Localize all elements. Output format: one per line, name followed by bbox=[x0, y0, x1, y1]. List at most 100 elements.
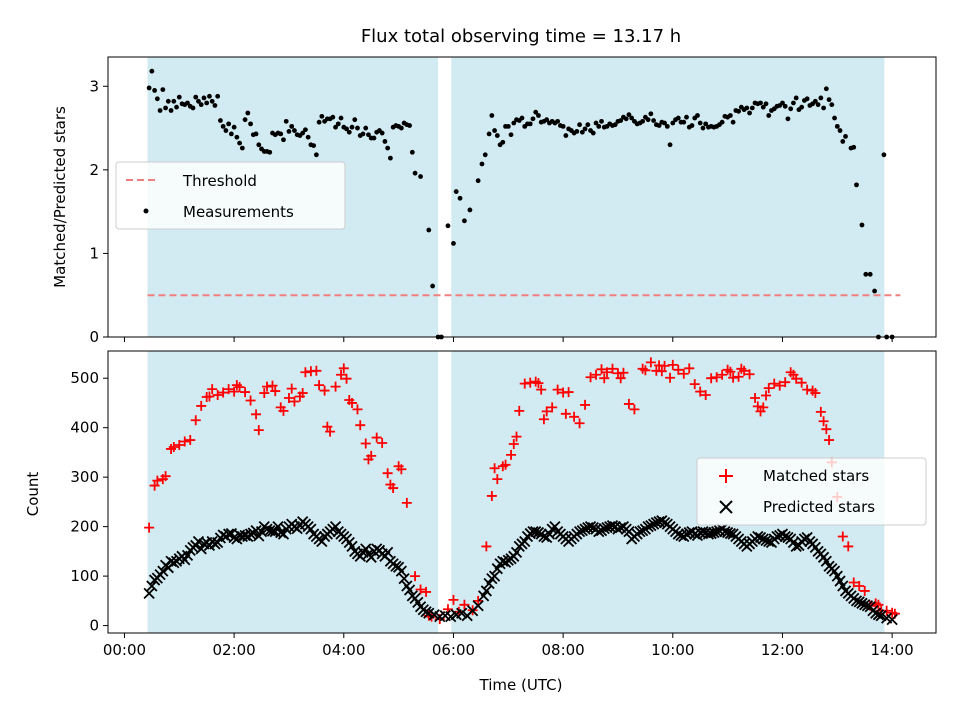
matched-star-point bbox=[283, 393, 294, 403]
matched-star-point bbox=[774, 380, 785, 391]
y-tick-label: 300 bbox=[70, 468, 99, 486]
measurement-point bbox=[300, 130, 306, 136]
bottom-axes-frame bbox=[107, 350, 937, 634]
measurement-point bbox=[577, 122, 582, 128]
matched-star-point bbox=[366, 450, 377, 461]
measurement-point bbox=[352, 117, 358, 123]
matched-star-point bbox=[152, 475, 163, 486]
measurement-point bbox=[311, 143, 317, 148]
predicted-star-point bbox=[584, 520, 597, 533]
predicted-star-point bbox=[143, 587, 155, 600]
measurement-point bbox=[430, 283, 436, 289]
matched-star-point bbox=[388, 483, 399, 494]
measurement-point bbox=[212, 103, 218, 108]
measurement-point bbox=[533, 109, 539, 115]
y-tick-label: 0 bbox=[89, 617, 99, 635]
measurement-point bbox=[500, 139, 506, 145]
measurement-point bbox=[791, 100, 796, 106]
matched-legend-label: Matched stars bbox=[763, 467, 869, 485]
matched-star-point bbox=[761, 390, 772, 401]
measurement-point bbox=[596, 123, 602, 129]
measurement-point bbox=[695, 113, 700, 118]
measurement-point bbox=[744, 105, 750, 111]
matched-star-point bbox=[569, 411, 580, 422]
matched-star-point bbox=[695, 386, 706, 397]
matched-star-point bbox=[259, 388, 270, 399]
predicted-star-point bbox=[886, 614, 898, 626]
measurement-point bbox=[486, 131, 492, 137]
measurement-point bbox=[747, 110, 752, 116]
matched-star-point bbox=[168, 441, 179, 452]
measurement-point bbox=[176, 94, 182, 100]
matched-star-point bbox=[508, 439, 519, 450]
y-tick-label: 400 bbox=[70, 419, 99, 437]
measurement-point bbox=[763, 101, 769, 107]
measurement-point bbox=[283, 118, 289, 124]
matched-star-point bbox=[538, 414, 549, 425]
matched-star-point bbox=[769, 378, 780, 389]
measurement-point bbox=[697, 120, 703, 126]
measurement-point bbox=[684, 114, 689, 120]
matched-star-point bbox=[684, 363, 695, 374]
measurement-point bbox=[330, 114, 336, 120]
measurement-point bbox=[344, 126, 349, 132]
measurement-point bbox=[149, 68, 155, 74]
matched-star-point bbox=[347, 397, 358, 408]
measurement-point bbox=[286, 128, 292, 134]
measurements-legend-label: Measurements bbox=[183, 203, 294, 221]
measurement-point bbox=[385, 145, 391, 151]
x-tick-label: 06:00 bbox=[432, 641, 475, 659]
matched-star-point bbox=[278, 405, 289, 416]
measurement-point bbox=[834, 123, 840, 129]
predicted-star-point bbox=[779, 530, 791, 543]
measurement-point bbox=[815, 102, 821, 108]
matched-star-point bbox=[514, 405, 525, 416]
measurement-point bbox=[163, 105, 168, 111]
matched-star-point bbox=[645, 357, 656, 368]
measurement-point bbox=[758, 100, 763, 106]
matched-star-point bbox=[591, 369, 602, 380]
measurement-point bbox=[804, 96, 810, 102]
measurement-point bbox=[157, 108, 163, 113]
measurement-point bbox=[872, 288, 877, 294]
bottom-legend: Matched stars Predicted stars bbox=[696, 457, 927, 526]
matched-star-point bbox=[486, 490, 497, 501]
measurement-point bbox=[289, 123, 295, 129]
predicted-star-point bbox=[146, 580, 158, 592]
measurement-point bbox=[851, 144, 857, 150]
measurement-point bbox=[409, 149, 415, 155]
measurement-point bbox=[360, 131, 366, 137]
matched-star-point bbox=[689, 379, 700, 390]
y-tick-label: 200 bbox=[70, 518, 99, 536]
top-axes-frame bbox=[107, 56, 937, 338]
matched-star-point bbox=[547, 402, 558, 413]
measurement-point bbox=[209, 98, 215, 104]
bottom-legend-box bbox=[696, 457, 927, 526]
measurement-point bbox=[629, 115, 635, 121]
matched-star-point bbox=[519, 378, 530, 389]
measurement-point bbox=[412, 170, 418, 176]
measurement-point bbox=[245, 110, 251, 116]
matched-star-point bbox=[160, 471, 171, 482]
matched-star-point bbox=[396, 464, 407, 475]
measurement-point bbox=[453, 189, 459, 194]
matched-star-point bbox=[144, 522, 155, 533]
matched-star-point bbox=[190, 415, 201, 426]
matched-star-point bbox=[728, 372, 739, 383]
matched-star-point bbox=[196, 400, 207, 411]
matched-legend-swatch bbox=[719, 469, 733, 483]
predicted-star-point bbox=[272, 520, 284, 533]
predicted-star-point bbox=[488, 570, 501, 582]
measurement-point bbox=[201, 95, 207, 101]
measurement-point bbox=[527, 121, 533, 127]
matched-star-point bbox=[717, 369, 728, 380]
x-tick-label: 08:00 bbox=[542, 641, 585, 659]
matched-star-point bbox=[744, 369, 755, 380]
measurement-point bbox=[829, 102, 835, 108]
matched-star-point bbox=[873, 599, 884, 610]
matched-star-point bbox=[314, 380, 325, 391]
matched-star-point bbox=[297, 388, 308, 399]
matched-star-point bbox=[673, 364, 684, 375]
matched-star-point bbox=[623, 398, 634, 409]
matched-star-point bbox=[533, 378, 544, 389]
